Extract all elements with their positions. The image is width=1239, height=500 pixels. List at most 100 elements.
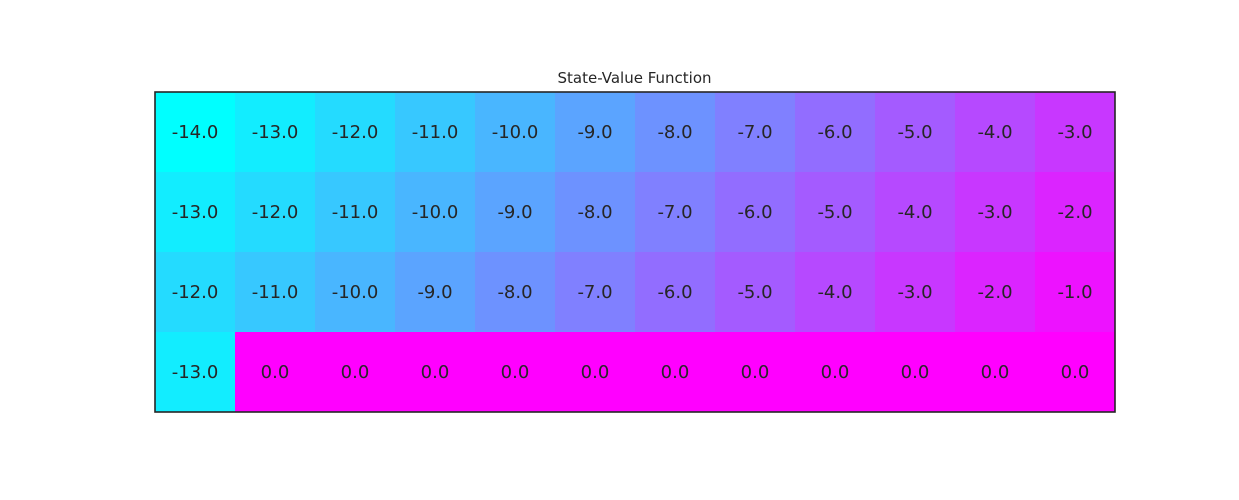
cell-value-label-r1-c6: -7.0 <box>657 202 692 223</box>
cell-value-label-r0-c10: -4.0 <box>977 122 1012 143</box>
heatmap-cell-r0-c10 <box>955 92 1036 173</box>
heatmap-cell-r2-c0 <box>155 252 236 333</box>
cell-value-label-r2-c9: -3.0 <box>897 282 932 303</box>
cell-value-label-r1-c10: -3.0 <box>977 202 1012 223</box>
cell-value-label-r1-c0: -13.0 <box>172 202 219 223</box>
cell-value-label-r2-c8: -4.0 <box>817 282 852 303</box>
heatmap-cell-r3-c4 <box>475 332 556 413</box>
heatmap-cell-r3-c3 <box>395 332 476 413</box>
heatmap-cell-r1-c8 <box>795 172 876 253</box>
heatmap-cell-r0-c11 <box>1035 92 1116 173</box>
heatmap-cell-r2-c11 <box>1035 252 1116 333</box>
heatmap-cell-r2-c1 <box>235 252 316 333</box>
cell-value-label-r2-c11: -1.0 <box>1057 282 1092 303</box>
heatmap-cell-r1-c11 <box>1035 172 1116 253</box>
cell-value-label-r0-c7: -7.0 <box>737 122 772 143</box>
cell-value-label-r2-c7: -5.0 <box>737 282 772 303</box>
heatmap-cell-labels: -14.0 -13.0 -12.0 -11.0 -10.0 -9.0 -8.0 -7.0 -6.… <box>172 122 1093 383</box>
heatmap-cell-r2-c8 <box>795 252 876 333</box>
cell-value-label-r2-c4: -8.0 <box>497 282 532 303</box>
cell-value-label-r3-c4: 0.0 <box>501 362 530 383</box>
heatmap-cell-r3-c7 <box>715 332 796 413</box>
cell-value-label-r3-c11: 0.0 <box>1061 362 1090 383</box>
heatmap-frame <box>154 91 1116 413</box>
heatmap-cell-r2-c6 <box>635 252 716 333</box>
heatmap-cell-r0-c0 <box>155 92 236 173</box>
cell-value-label-r0-c1: -13.0 <box>252 122 299 143</box>
heatmap-cell-r1-c5 <box>555 172 636 253</box>
heatmap-cell-r3-c2 <box>315 332 396 413</box>
heatmap-cell-r1-c6 <box>635 172 716 253</box>
cell-value-label-r3-c0: -13.0 <box>172 362 219 383</box>
cell-value-label-r3-c1: 0.0 <box>261 362 290 383</box>
cell-value-label-r3-c3: 0.0 <box>421 362 450 383</box>
heatmap-cell-r2-c7 <box>715 252 796 333</box>
heatmap-cell-r1-c4 <box>475 172 556 253</box>
heatmap-cell-r2-c5 <box>555 252 636 333</box>
heatmap-cell-r3-c9 <box>875 332 956 413</box>
cell-value-label-r0-c3: -11.0 <box>412 122 459 143</box>
heatmap-cell-r3-c8 <box>795 332 876 413</box>
cell-value-label-r0-c8: -6.0 <box>817 122 852 143</box>
cell-value-label-r3-c8: 0.0 <box>821 362 850 383</box>
heatmap-cell-r0-c8 <box>795 92 876 173</box>
cell-value-label-r0-c9: -5.0 <box>897 122 932 143</box>
cell-value-label-r3-c9: 0.0 <box>901 362 930 383</box>
cell-value-label-r1-c2: -11.0 <box>332 202 379 223</box>
heatmap-cell-r1-c3 <box>395 172 476 253</box>
cell-value-label-r2-c0: -12.0 <box>172 282 219 303</box>
heatmap-cell-r2-c2 <box>315 252 396 333</box>
chart-title: State-Value Function <box>558 69 712 87</box>
heatmap-cell-r0-c2 <box>315 92 396 173</box>
cell-value-label-r1-c8: -5.0 <box>817 202 852 223</box>
heatmap-cell-r0-c6 <box>635 92 716 173</box>
cell-value-label-r1-c9: -4.0 <box>897 202 932 223</box>
heatmap-cell-r0-c5 <box>555 92 636 173</box>
heatmap-cell-r2-c4 <box>475 252 556 333</box>
cell-value-label-r3-c5: 0.0 <box>581 362 610 383</box>
heatmap-cell-r3-c10 <box>955 332 1036 413</box>
heatmap-cell-r0-c1 <box>235 92 316 173</box>
heatmap-cell-r1-c1 <box>235 172 316 253</box>
heatmap-cell-r3-c1 <box>235 332 316 413</box>
heatmap-cells <box>155 92 1116 413</box>
heatmap-cell-r3-c6 <box>635 332 716 413</box>
heatmap-cell-r0-c3 <box>395 92 476 173</box>
cell-value-label-r3-c2: 0.0 <box>341 362 370 383</box>
heatmap-cell-r1-c10 <box>955 172 1036 253</box>
cell-value-label-r0-c5: -9.0 <box>577 122 612 143</box>
cell-value-label-r0-c6: -8.0 <box>657 122 692 143</box>
cell-value-label-r0-c4: -10.0 <box>492 122 539 143</box>
heatmap-cell-r3-c5 <box>555 332 636 413</box>
cell-value-label-r1-c3: -10.0 <box>412 202 459 223</box>
heatmap-cell-r1-c0 <box>155 172 236 253</box>
cell-value-label-r2-c5: -7.0 <box>577 282 612 303</box>
heatmap-cell-r0-c4 <box>475 92 556 173</box>
cell-value-label-r3-c6: 0.0 <box>661 362 690 383</box>
cell-value-label-r2-c3: -9.0 <box>417 282 452 303</box>
heatmap-cell-r1-c2 <box>315 172 396 253</box>
heatmap-cell-r3-c11 <box>1035 332 1116 413</box>
cell-value-label-r2-c2: -10.0 <box>332 282 379 303</box>
heatmap-cell-r1-c7 <box>715 172 796 253</box>
cell-value-label-r1-c4: -9.0 <box>497 202 532 223</box>
cell-value-label-r2-c6: -6.0 <box>657 282 692 303</box>
cell-value-label-r0-c0: -14.0 <box>172 122 219 143</box>
cell-value-label-r1-c1: -12.0 <box>252 202 299 223</box>
heatmap-cell-r2-c3 <box>395 252 476 333</box>
cell-value-label-r0-c2: -12.0 <box>332 122 379 143</box>
heatmap-cell-r2-c9 <box>875 252 956 333</box>
cell-value-label-r2-c1: -11.0 <box>252 282 299 303</box>
heatmap-cell-r0-c7 <box>715 92 796 173</box>
cell-value-label-r0-c11: -3.0 <box>1057 122 1092 143</box>
cell-value-label-r3-c7: 0.0 <box>741 362 770 383</box>
cell-value-label-r2-c10: -2.0 <box>977 282 1012 303</box>
heatmap-cell-r0-c9 <box>875 92 956 173</box>
cell-value-label-r1-c5: -8.0 <box>577 202 612 223</box>
heatmap-cell-r1-c9 <box>875 172 956 253</box>
heatmap-cell-r3-c0 <box>155 332 236 413</box>
cell-value-label-r3-c10: 0.0 <box>981 362 1010 383</box>
cell-value-label-r1-c11: -2.0 <box>1057 202 1092 223</box>
heatmap-cell-r2-c10 <box>955 252 1036 333</box>
